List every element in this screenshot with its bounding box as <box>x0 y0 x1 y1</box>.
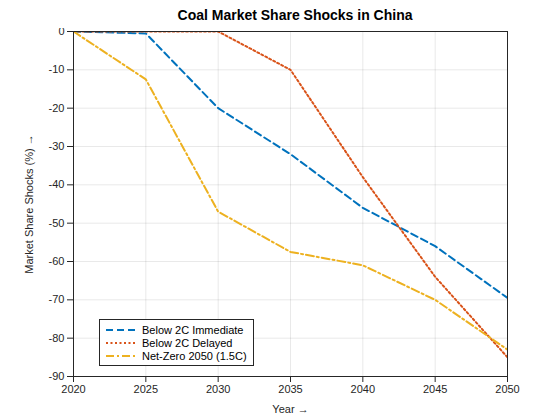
html-text:Below 2C Immediate: Below 2C Immediate <box>142 323 244 336</box>
svg-text:2035: 2035 <box>278 383 302 395</box>
svg-text:0: 0 <box>58 28 64 37</box>
svg-text:2025: 2025 <box>134 383 158 395</box>
svg-text:2030: 2030 <box>206 383 230 395</box>
html-text:Below 2C Delayed: Below 2C Delayed <box>142 336 233 349</box>
svg-text:-30: -30 <box>49 140 65 152</box>
svg-text:-40: -40 <box>49 178 65 190</box>
svg-text:-60: -60 <box>49 255 65 267</box>
svg-text:-80: -80 <box>49 332 65 344</box>
html-text:Net-Zero 2050 (1.5C): Net-Zero 2050 (1.5C) <box>142 349 247 362</box>
svg-text:2050: 2050 <box>495 383 519 395</box>
svg-text:Year →: Year → <box>272 403 308 415</box>
svg-text:-20: -20 <box>49 102 65 114</box>
html-text:Coal Market Share Shocks in Ch: Coal Market Share Shocks in China <box>177 7 413 23</box>
svg-text:2045: 2045 <box>423 383 447 395</box>
svg-text:2020: 2020 <box>61 383 85 395</box>
svg-text:-70: -70 <box>49 293 65 305</box>
svg-text:-50: -50 <box>49 217 65 229</box>
svg-text:-90: -90 <box>49 370 65 382</box>
svg-text:-10: -10 <box>49 63 65 75</box>
svg-text:Market Share Shocks (%) →: Market Share Shocks (%) → <box>23 134 35 273</box>
svg-text:2040: 2040 <box>351 383 375 395</box>
